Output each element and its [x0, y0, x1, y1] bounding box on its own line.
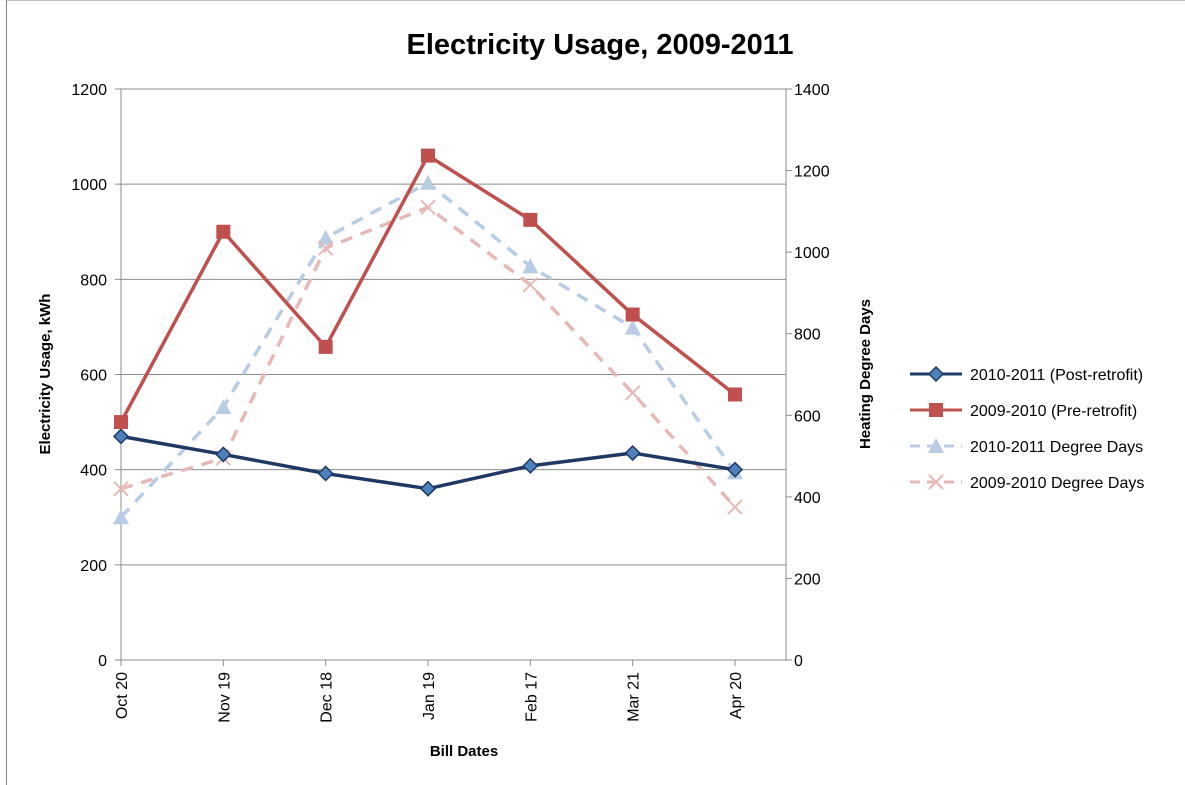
y-tick-label: 400: [80, 463, 107, 480]
y-tick-label: 800: [80, 272, 107, 289]
series-2010-2011-post-retrofit: [112, 428, 744, 497]
data-point: [421, 148, 435, 163]
y2-axis-label: Heating Degree Days: [857, 299, 874, 449]
x-tick-label: Apr 20: [728, 672, 745, 719]
data-point: [420, 174, 436, 190]
legend: 2010-2011 (Post-retrofit) 2009-2010 (Pre-…: [910, 365, 1144, 492]
legend-swatch-marker: [928, 474, 944, 490]
legend-item-2010-2011-post-retrofit: 2010-2011 (Post-retrofit): [910, 365, 1143, 384]
data-point: [216, 224, 231, 239]
y2-tick-label: 1200: [794, 164, 830, 181]
legend-swatch-marker: [928, 438, 944, 453]
data-point: [727, 499, 743, 515]
x-tick-label: Dec 18: [319, 672, 336, 723]
data-point: [317, 240, 334, 256]
data-point: [113, 509, 129, 525]
gridlines: [121, 88, 786, 566]
legend-swatch-marker: [927, 365, 945, 383]
series-group: [112, 148, 744, 525]
y2-tick-label: 400: [794, 490, 821, 507]
y2-tick-label: 1400: [794, 82, 830, 99]
y-tick-label: 1000: [71, 177, 107, 194]
series-line: [119, 153, 737, 423]
x-tick-label: Jan 19: [421, 672, 438, 720]
data-point: [215, 446, 232, 463]
data-point: [624, 385, 641, 401]
data-point: [625, 307, 640, 322]
legend-label: 2009-2010 Degree Days: [970, 475, 1144, 492]
data-point: [624, 319, 641, 335]
legend-item-2009-2010-degree-days: 2009-2010 Degree Days: [910, 474, 1144, 492]
x-ticks: Oct 20 Nov 19 Dec 18 Jan 19 Feb 17 Mar 21 Apr …: [114, 660, 745, 723]
data-point: [522, 457, 539, 474]
y2-tick-label: 200: [794, 571, 821, 588]
series-2010-2011-degree-days: [113, 174, 743, 525]
data-point: [215, 399, 232, 415]
y2-tick-label: 1000: [794, 245, 830, 262]
y2-tick-label: 0: [794, 653, 803, 670]
chart-title: Electricity Usage, 2009-2011: [407, 29, 794, 61]
y-tick-label: 200: [80, 558, 107, 575]
data-point: [420, 199, 436, 215]
legend-label: 2010-2011 (Post-retrofit): [970, 367, 1143, 384]
right-y-ticks: 0 200 400 600 800 1000 1200 1400: [786, 82, 830, 670]
x-tick-label: Oct 20: [114, 672, 131, 719]
y2-tick-label: 600: [794, 408, 821, 425]
x-axis-label: Bill Dates: [430, 743, 498, 760]
data-point: [112, 428, 130, 445]
data-point: [523, 212, 538, 227]
series-line: [119, 181, 737, 519]
legend-label: 2009-2010 (Pre-retrofit): [970, 403, 1137, 420]
data-point: [522, 277, 539, 293]
series-2009-2010-pre-retrofit: [114, 148, 742, 430]
data-point: [419, 480, 437, 497]
data-point: [624, 444, 641, 462]
y-tick-label: 600: [80, 368, 107, 385]
data-point: [726, 461, 744, 478]
chart-frame: [6, 0, 1185, 785]
y-axis-label: Electricity Usage, kWh: [37, 294, 54, 455]
data-point: [522, 258, 539, 274]
x-tick-label: Nov 19: [216, 672, 233, 723]
data-point: [728, 387, 742, 402]
y-tick-label: 1200: [71, 82, 107, 99]
series-2009-2010-degree-days: [113, 199, 743, 515]
x-tick-label: Mar 21: [626, 672, 643, 722]
data-point: [113, 480, 129, 497]
data-point: [317, 229, 334, 245]
x-tick-label: Feb 17: [523, 672, 540, 722]
y-tick-label: 0: [98, 653, 107, 670]
legend-item-2010-2011-degree-days: 2010-2011 Degree Days: [910, 438, 1143, 456]
legend-item-2009-2010-pre-retrofit: 2009-2010 (Pre-retrofit): [910, 403, 1137, 420]
data-point: [114, 415, 128, 430]
left-y-ticks: 0 200 400 600 800 1000 1200: [71, 82, 121, 670]
legend-label: 2010-2011 Degree Days: [970, 439, 1143, 456]
data-point: [317, 465, 334, 482]
y2-tick-label: 800: [794, 327, 821, 344]
legend-swatch-marker: [929, 403, 943, 417]
data-point: [318, 339, 333, 354]
